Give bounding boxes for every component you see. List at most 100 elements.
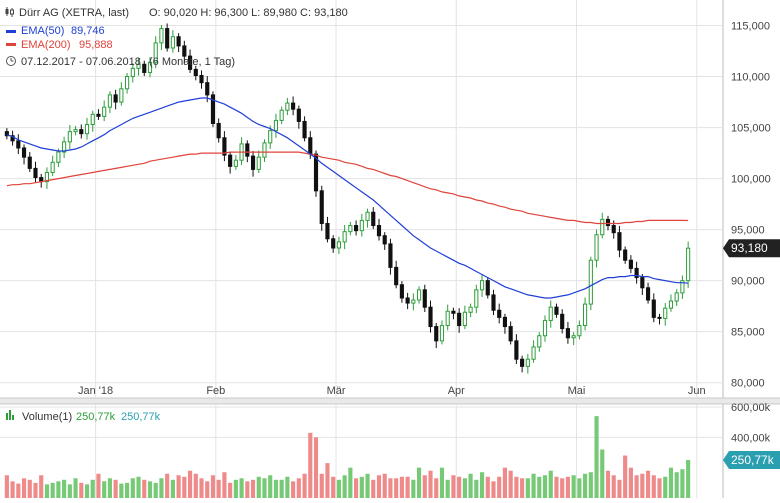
candle-body [588, 259, 593, 305]
volume-bar [479, 472, 485, 498]
volume-bar [268, 475, 273, 498]
candle-body [394, 266, 399, 286]
candle-body [142, 63, 147, 73]
last-price-text: 93,180 [731, 241, 768, 255]
candle-body [508, 326, 513, 342]
candle-body [245, 143, 250, 157]
candle-body [113, 94, 118, 103]
candlestick-icon [5, 7, 14, 17]
x-axis: Jan '18 Feb Mär Apr Mai Jun [78, 385, 706, 397]
volume-y-axis: 600,00k 400,00k [731, 402, 771, 444]
candle-body [416, 289, 422, 301]
volume-bar [628, 467, 633, 498]
volume-bar [376, 475, 382, 498]
volume-bar [165, 473, 170, 498]
candle-body [256, 156, 261, 170]
volume-bar [457, 476, 462, 498]
volume-bar [216, 479, 221, 498]
candle-body [428, 306, 433, 328]
volume-bar [640, 473, 645, 498]
candle-body [520, 358, 525, 367]
candle-body [365, 211, 370, 221]
volume-bar [434, 478, 439, 498]
candle-body [537, 335, 542, 348]
candle-body [84, 124, 90, 135]
volume-bar [56, 481, 61, 498]
y-tick-label: 105,000 [731, 123, 771, 135]
candle-body [479, 280, 485, 291]
candle-body [548, 306, 553, 321]
volume-bar [313, 437, 319, 498]
candle-body [79, 129, 84, 135]
candle-body [686, 247, 691, 282]
volume-bar [491, 481, 496, 498]
candle-body [170, 36, 175, 49]
volume-bar [571, 475, 576, 498]
volume-bar [445, 479, 450, 498]
volume-value-2: 250,77k [121, 411, 161, 423]
volume-bar [577, 478, 582, 498]
volume-bar [130, 478, 135, 498]
volume-bar [554, 476, 559, 498]
chart-header: Dürr AG (XETRA, last) O: 90,020 H: 96,30… [5, 7, 348, 68]
x-tick-label: Jan '18 [78, 385, 113, 397]
chart-title: Dürr AG (XETRA, last) [19, 7, 129, 19]
candle-body [147, 61, 153, 73]
volume-bar [617, 479, 622, 498]
volume-bar [531, 473, 536, 498]
volume-bar [583, 473, 588, 498]
volume-bar [187, 470, 193, 498]
candle-body [67, 131, 72, 143]
volume-bar [73, 478, 78, 498]
candle-body [605, 218, 611, 227]
panel-divider[interactable] [0, 398, 780, 404]
candle-body [571, 335, 576, 339]
volume-bar [125, 482, 130, 498]
volume-bar [588, 472, 593, 498]
candle-body [354, 225, 359, 232]
volume-bar [279, 479, 284, 498]
candle-body [279, 109, 284, 121]
candle-body [399, 284, 404, 299]
candle-body [583, 303, 588, 327]
volume-bar [611, 475, 616, 498]
candle-body [233, 159, 238, 167]
volume-bar [245, 481, 250, 498]
candle-body [468, 306, 473, 313]
candle-body [296, 108, 301, 122]
candle-body [645, 287, 651, 301]
candle-body [388, 243, 393, 268]
volume-bar [182, 476, 187, 498]
volume-bar [119, 483, 124, 498]
volume-bar [21, 478, 27, 498]
volume-bar [50, 482, 55, 498]
candle-body [273, 119, 279, 132]
x-tick-label: Mär [327, 385, 346, 397]
volume-label: Volume(1) [22, 411, 72, 423]
volume-bar [405, 476, 410, 498]
candle-body [308, 137, 313, 155]
volume-bar [319, 473, 324, 498]
candle-body [216, 122, 221, 139]
grid [0, 0, 723, 498]
x-tick-label: Feb [206, 385, 225, 397]
volume-bar [680, 469, 685, 498]
volume-bar [686, 459, 691, 498]
candle-body [210, 94, 216, 124]
volume-bar [10, 481, 15, 498]
volume-bar [159, 478, 164, 498]
volume-bar [428, 470, 433, 498]
volume-bar [250, 479, 256, 498]
candle-body [617, 232, 622, 251]
candle-body [16, 140, 21, 149]
volume-bar [233, 479, 238, 498]
volume-bar [502, 467, 508, 498]
volume-bar [4, 475, 9, 498]
volume-header: Volume(1) 250,77k 250,77k [6, 410, 161, 423]
candle-body [674, 292, 679, 302]
last-volume-badge: 250,77k [723, 450, 780, 469]
ema50-legend-value: 89,746 [71, 25, 105, 37]
candle-body [90, 113, 95, 126]
volume-bar [336, 479, 341, 498]
candle-body [193, 68, 198, 77]
